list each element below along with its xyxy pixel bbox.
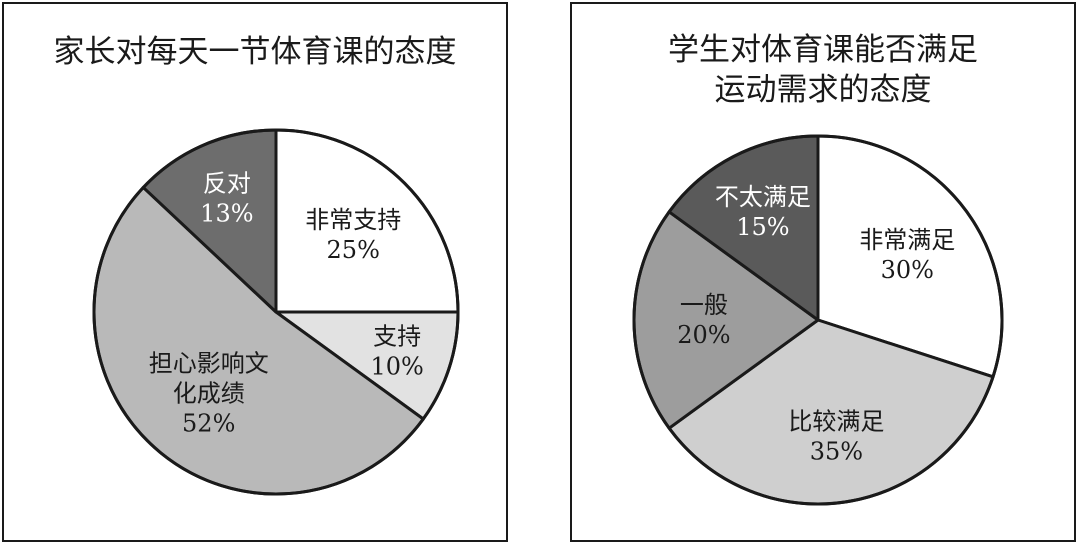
- slice-category-label: 非常满足: [859, 226, 955, 254]
- slice-category-label: 支持: [373, 322, 421, 350]
- slice-value-label: 25%: [327, 236, 380, 264]
- slice-category-label: 非常支持: [305, 206, 401, 234]
- slice-category-label: 担心影响文: [149, 349, 269, 377]
- slice-category-label: 化成绩: [173, 379, 245, 407]
- pie-outline: [92, 128, 460, 496]
- chart-panel-parents: 家长对每天一节体育课的态度 非常支持 25% 支持 10% 担心影响文 化成绩 52% 反对 1…: [2, 2, 508, 542]
- chart-title: 家长对每天一节体育课的态度: [4, 32, 506, 72]
- slice-value-label: 13%: [200, 199, 253, 227]
- slice-category-label: 比较满足: [788, 407, 884, 435]
- slice-value-label: 30%: [881, 256, 934, 284]
- slice-value-label: 15%: [736, 213, 789, 241]
- slice-value-label: 52%: [182, 409, 235, 437]
- pie-outline: [632, 134, 1004, 506]
- chart-title-line: 运动需求的态度: [714, 72, 932, 108]
- slice-value-label: 10%: [370, 352, 423, 380]
- chart-title-line: 家长对每天一节体育课的态度: [53, 34, 457, 70]
- slice-value-label: 20%: [677, 321, 730, 349]
- slice-category-label: 不太满足: [715, 183, 811, 211]
- chart-title-line: 学生对体育课能否满足: [668, 32, 978, 68]
- chart-panel-students: 学生对体育课能否满足 运动需求的态度 非常满足 30% 比较满足 35% 一般 20% 不太…: [570, 2, 1076, 542]
- slice-category-label: 一般: [680, 291, 728, 319]
- slice-value-label: 35%: [810, 437, 863, 465]
- slice-category-label: 反对: [203, 169, 251, 197]
- chart-title: 学生对体育课能否满足 运动需求的态度: [572, 30, 1074, 110]
